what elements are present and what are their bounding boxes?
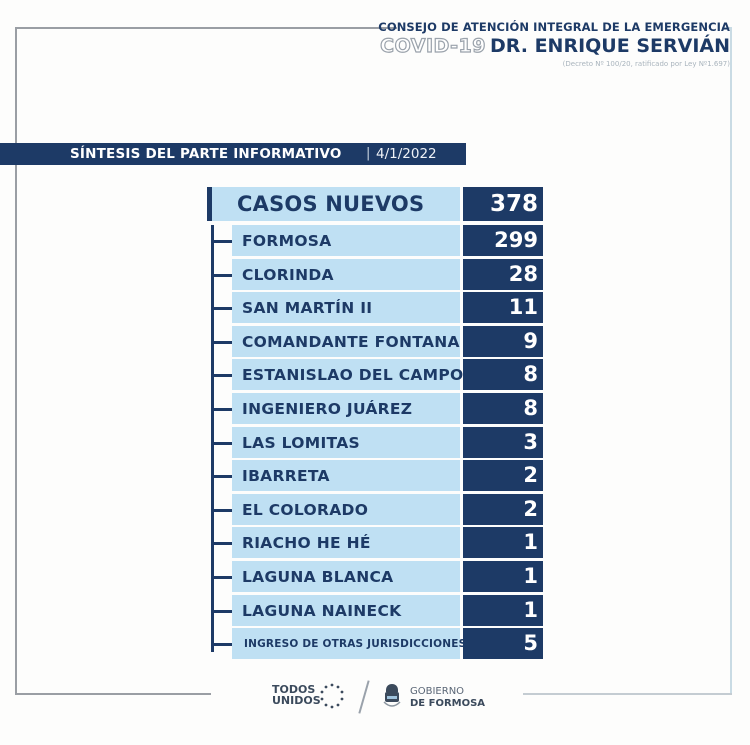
- locality-name: INGENIERO JUÁREZ: [242, 400, 413, 418]
- locality-name: ESTANISLAO DEL CAMPO: [242, 366, 464, 385]
- summary-accent-bar: [207, 187, 212, 221]
- locality-name: CLORINDA: [242, 265, 334, 284]
- gobierno-text: GOBIERNO: [410, 686, 465, 697]
- locality-case-count: 2: [523, 496, 538, 521]
- locality-case-count: 1: [523, 564, 538, 588]
- tree-branch-tick: [211, 307, 232, 311]
- locality-case-count: 8: [523, 362, 538, 387]
- summary-value: 378: [489, 191, 538, 217]
- locality-label-cell: LAGUNA BLANCA: [232, 561, 460, 592]
- frame-bottom-right-border: [523, 693, 732, 695]
- locality-name: LAGUNA NAINECK: [242, 601, 402, 620]
- locality-value-cell: 5: [463, 628, 543, 660]
- locality-name: INGRESO DE OTRAS JURISDICCIONES: [244, 638, 467, 651]
- tree-branch-tick: [211, 576, 232, 579]
- locality-name: RIACHO HE HÉ: [242, 534, 371, 553]
- tree-branch-tick: [211, 542, 232, 546]
- gobierno-formosa-logo: GOBIERNO DE FORMOSA: [410, 686, 485, 710]
- de-formosa-text: DE FORMOSA: [410, 698, 486, 709]
- tree-branch-tick: [211, 643, 232, 647]
- locality-label-cell: LAS LOMITAS: [232, 426, 460, 458]
- locality-label-cell: INGRESO DE OTRAS JURISDICCIONES: [232, 628, 466, 660]
- locality-case-count: 2: [523, 463, 538, 488]
- tree-branch-tick: [211, 508, 232, 512]
- report-date: 4/1/2022: [376, 146, 437, 162]
- decree-note: (Decreto Nº 100/20, ratificado por Ley N…: [562, 60, 730, 68]
- header-title: COVID-19 DR. ENRIQUE SERVIÁN: [378, 34, 730, 58]
- locality-value-cell: 299: [463, 225, 543, 256]
- formosa-shield-icon: [383, 684, 401, 707]
- locality-case-count: 28: [508, 261, 538, 286]
- tree-branch-tick: [211, 408, 232, 411]
- locality-name: FORMOSA: [242, 232, 332, 250]
- council-title: CONSEJO DE ATENCIÓN INTEGRAL DE LA EMERG…: [378, 20, 730, 34]
- tree-branch-tick: [211, 475, 232, 479]
- frame-top-border: [15, 27, 397, 29]
- locality-value-cell: 11: [463, 292, 543, 324]
- locality-value-cell: 1: [463, 527, 543, 559]
- locality-label-cell: IBARRETA: [232, 460, 460, 492]
- locality-label-cell: RIACHO HE HÉ: [232, 527, 460, 559]
- locality-case-count: 1: [523, 597, 538, 622]
- banner-separator: |: [366, 146, 371, 161]
- header: CONSEJO DE ATENCIÓN INTEGRAL DE LA EMERG…: [378, 20, 730, 69]
- locality-case-count: 9: [523, 328, 538, 353]
- locality-case-count: 299: [494, 228, 538, 252]
- locality-name: SAN MARTÍN II: [242, 299, 373, 318]
- locality-name: IBARRETA: [242, 467, 330, 486]
- summary-label: CASOS NUEVOS: [237, 192, 425, 216]
- locality-label-cell: SAN MARTÍN II: [232, 292, 460, 324]
- footer-logos: TODOS UNIDOS GOBIERNO DE FORMOSA: [0, 678, 750, 718]
- locality-label-cell: FORMOSA: [232, 225, 460, 256]
- locality-value-cell: 8: [463, 359, 543, 391]
- covid-label: COVID-19: [380, 34, 487, 57]
- locality-value-cell: 8: [463, 393, 543, 424]
- council-name: DR. ENRIQUE SERVIÁN: [489, 35, 730, 57]
- locality-case-count: 3: [523, 429, 538, 454]
- frame-top-right-border: [722, 27, 732, 29]
- frame-bottom-left-border: [15, 693, 211, 695]
- tree-branch-tick: [211, 441, 232, 445]
- tree-branch-tick: [211, 240, 232, 243]
- locality-value-cell: 28: [463, 258, 543, 290]
- report-title: SÍNTESIS DEL PARTE INFORMATIVO: [70, 146, 342, 162]
- locality-name: LAS LOMITAS: [242, 433, 360, 452]
- summary-label-cell: CASOS NUEVOS: [212, 187, 460, 221]
- locality-label-cell: EL COLORADO: [232, 493, 460, 525]
- logo-divider: [358, 680, 370, 714]
- locality-label-cell: LAGUNA NAINECK: [232, 594, 460, 626]
- frame-right-border: [730, 27, 732, 695]
- tree-branch-tick: [211, 340, 232, 344]
- locality-value-cell: 3: [463, 426, 543, 458]
- todos-unidos-logo: TODOS UNIDOS: [272, 684, 321, 706]
- locality-label-cell: CLORINDA: [232, 258, 460, 290]
- locality-value-cell: 2: [463, 460, 543, 492]
- locality-case-count: 5: [523, 631, 538, 656]
- locality-name: COMANDANTE FONTANA: [242, 332, 460, 351]
- stars-circle-icon: [320, 683, 344, 709]
- locality-name: EL COLORADO: [242, 500, 369, 519]
- locality-case-count: 11: [508, 295, 538, 320]
- todos-text: TODOS: [272, 683, 316, 696]
- locality-label-cell: ESTANISLAO DEL CAMPO: [232, 359, 463, 391]
- unidos-text: UNIDOS: [272, 694, 321, 707]
- locality-value-cell: 9: [463, 325, 543, 357]
- locality-value-cell: 2: [463, 493, 543, 525]
- tree-branch-tick: [211, 273, 232, 277]
- tree-connector-line: [211, 225, 214, 652]
- report-banner: SÍNTESIS DEL PARTE INFORMATIVO | 4/1/202…: [0, 143, 466, 165]
- tree-branch-tick: [211, 609, 232, 613]
- locality-value-cell: 1: [463, 594, 543, 626]
- tree-branch-tick: [211, 374, 232, 378]
- locality-case-count: 1: [523, 530, 538, 555]
- locality-value-cell: 1: [463, 561, 543, 592]
- frame-left-border: [15, 27, 17, 695]
- locality-name: LAGUNA BLANCA: [242, 568, 394, 586]
- locality-label-cell: COMANDANTE FONTANA: [232, 325, 460, 357]
- locality-label-cell: INGENIERO JUÁREZ: [232, 393, 460, 424]
- locality-case-count: 8: [523, 396, 538, 420]
- summary-value-cell: 378: [463, 187, 543, 221]
